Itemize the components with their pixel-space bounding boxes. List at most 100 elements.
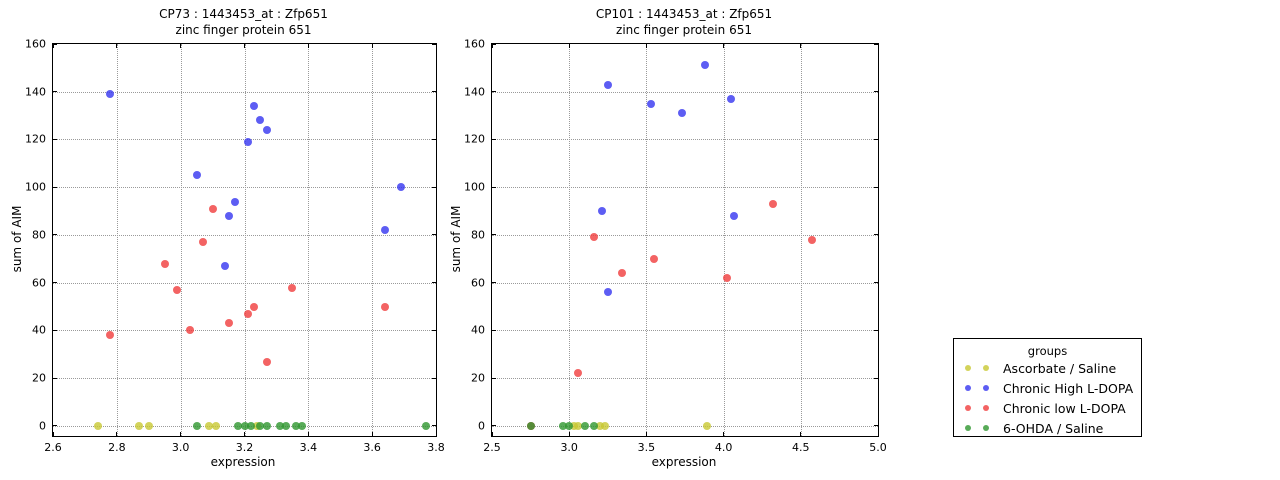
y-tick-mark [432, 377, 436, 379]
data-point [234, 421, 243, 430]
legend-box: groups Ascorbate / Saline Chronic High L… [953, 338, 1142, 437]
x-tick-mark [645, 432, 647, 436]
y-tick-label: 120 [464, 132, 485, 146]
x-tick-mark [180, 432, 182, 436]
x-tick-label: 2.8 [108, 441, 126, 454]
data-point [186, 326, 195, 335]
data-point [569, 421, 578, 430]
data-point [396, 183, 405, 192]
x-tick-mark [244, 432, 245, 436]
data-point [701, 61, 710, 70]
data-point [617, 269, 626, 278]
6ohda-saline-marker-icon [983, 425, 989, 431]
y-tick-mark [874, 91, 878, 93]
y-tick-mark [53, 329, 57, 331]
y-tick-mark [492, 377, 496, 379]
x-tick-label: 3.6 [363, 441, 381, 454]
data-point [647, 99, 656, 108]
y-tick-mark [874, 186, 878, 188]
left-plot-xlabel: expression [210, 455, 276, 469]
y-tick-mark [432, 186, 436, 188]
data-point [596, 421, 605, 430]
ascorbate-saline-marker-icon [983, 365, 989, 371]
y-tick-mark [432, 329, 436, 331]
y-tick-mark [53, 186, 57, 188]
y-tick-mark [432, 425, 436, 427]
x-tick-mark [116, 432, 118, 436]
data-point [603, 288, 612, 297]
y-tick-mark [432, 43, 436, 45]
data-point [597, 207, 606, 216]
y-tick-mark [53, 425, 57, 427]
data-point [250, 302, 259, 311]
y-gridline [492, 378, 878, 380]
x-tick-mark [52, 432, 54, 436]
x-tick-mark [52, 44, 54, 48]
data-point [173, 285, 182, 294]
y-gridline [53, 91, 436, 93]
y-tick-label: 120 [25, 132, 46, 146]
y-tick-mark [492, 425, 496, 427]
x-tick-mark [371, 432, 373, 436]
y-gridline [53, 234, 436, 236]
y-gridline [53, 378, 436, 380]
y-tick-mark [432, 91, 436, 93]
chronic-high-ldopa-marker-icon [983, 385, 989, 391]
y-tick-mark [432, 138, 436, 140]
legend-item-chronic-high-ldopa: Chronic High L-DOPA [954, 378, 1141, 398]
y-gridline [492, 139, 878, 141]
data-point [205, 421, 214, 430]
data-point [93, 421, 102, 430]
y-tick-label: 80 [471, 228, 485, 242]
data-point [208, 204, 217, 213]
y-gridline [492, 187, 878, 189]
y-tick-mark [53, 377, 57, 379]
data-point [221, 262, 230, 271]
x-tick-mark [307, 44, 309, 48]
data-point [807, 235, 816, 244]
y-tick-label: 40 [32, 323, 46, 337]
y-gridline [53, 330, 436, 332]
x-tick-mark [371, 44, 373, 48]
y-tick-mark [53, 43, 57, 45]
x-tick-mark [307, 432, 309, 436]
y-tick-mark [53, 138, 57, 140]
x-tick-mark [800, 44, 802, 48]
right-plot-title-line1: CP101 : 1443453_at : Zfp651 [595, 7, 773, 21]
y-gridline [492, 330, 878, 332]
x-gridline [569, 44, 571, 436]
y-tick-mark [874, 138, 878, 140]
y-gridline [492, 282, 878, 284]
x-tick-mark [723, 44, 725, 48]
right-plot-xlabel: expression [651, 455, 717, 469]
data-point [600, 421, 609, 430]
y-tick-label: 60 [32, 276, 46, 290]
y-tick-mark [874, 282, 878, 284]
data-point [262, 125, 271, 134]
x-tick-label: 3.0 [560, 441, 578, 454]
data-point [243, 137, 252, 146]
x-tick-mark [723, 432, 725, 436]
y-tick-mark [53, 234, 57, 236]
legend-title: groups [1027, 344, 1068, 358]
data-point [422, 421, 431, 430]
x-tick-mark [568, 44, 570, 48]
data-point [211, 421, 220, 430]
x-gridline [308, 44, 310, 436]
x-tick-mark [877, 44, 879, 48]
data-point [297, 421, 306, 430]
y-tick-mark [492, 43, 496, 45]
legend-item-6ohda-saline: 6-OHDA / Saline [954, 418, 1141, 438]
y-tick-mark [492, 234, 496, 236]
data-point [580, 421, 589, 430]
data-point [250, 102, 259, 111]
x-tick-mark [491, 432, 493, 436]
y-gridline [492, 91, 878, 93]
data-point [281, 421, 290, 430]
y-tick-mark [432, 234, 436, 236]
legend-label: Chronic low L-DOPA [1003, 400, 1126, 416]
y-tick-mark [492, 186, 496, 188]
y-tick-label: 0 [39, 419, 46, 433]
data-point [106, 331, 115, 340]
